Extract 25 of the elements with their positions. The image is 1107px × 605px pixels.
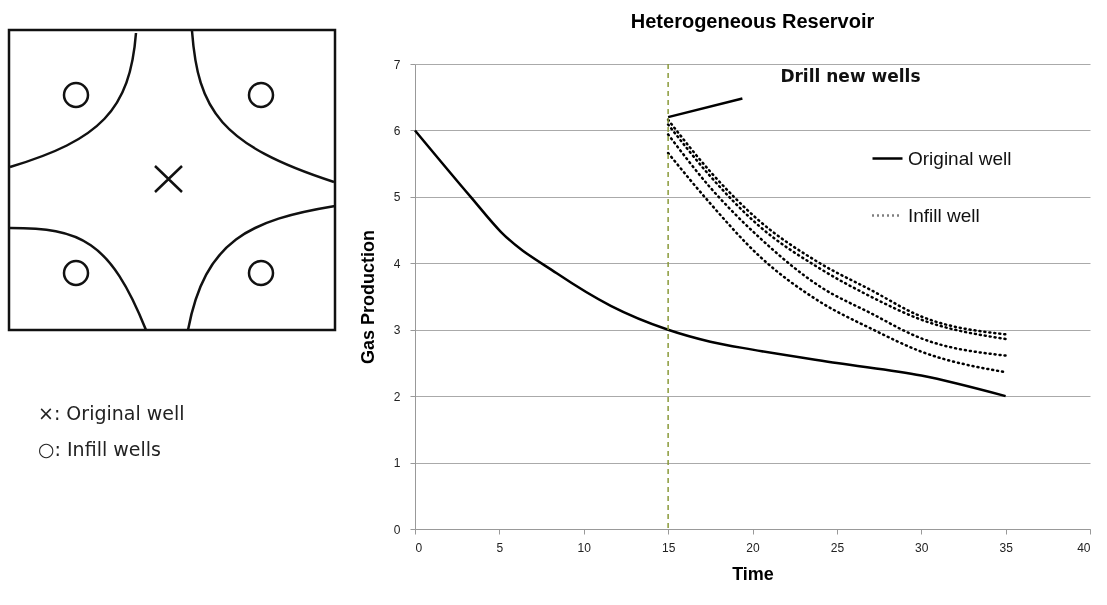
x-tick-label: 15 <box>661 540 676 555</box>
y-tick-label: 4 <box>393 256 401 271</box>
x-tick-label: 30 <box>915 540 929 555</box>
x-tick-label: 25 <box>830 540 845 555</box>
y-tick-label: 0 <box>393 522 401 537</box>
y-tick-label: 6 <box>393 123 401 138</box>
annotation: Drill new wells <box>780 65 921 86</box>
y-tick-label: 3 <box>393 323 401 338</box>
y-tick-label: 1 <box>393 456 401 471</box>
text: ×: Original well <box>38 401 185 426</box>
x-tick-label: 5 <box>496 540 504 555</box>
x-tick-label: 40 <box>1077 540 1091 555</box>
legend-label: Original well <box>908 147 1012 169</box>
y-tick-label: 5 <box>393 190 401 205</box>
y-axis-title: Gas Production <box>357 229 378 365</box>
x-tick-label: 35 <box>999 540 1014 555</box>
y-tick-label: 7 <box>393 57 401 72</box>
x-tick-label: 20 <box>746 540 760 555</box>
x-tick-label: 0 <box>415 540 423 555</box>
x-tick-label: 10 <box>577 540 592 555</box>
x-axis-title: Time <box>732 563 774 584</box>
y-tick-label: 2 <box>393 389 401 404</box>
chart-title: Heterogeneous Reservoir <box>630 10 875 32</box>
legend-label: Infill well <box>908 204 980 226</box>
text: ○: Infill wells <box>38 437 162 462</box>
